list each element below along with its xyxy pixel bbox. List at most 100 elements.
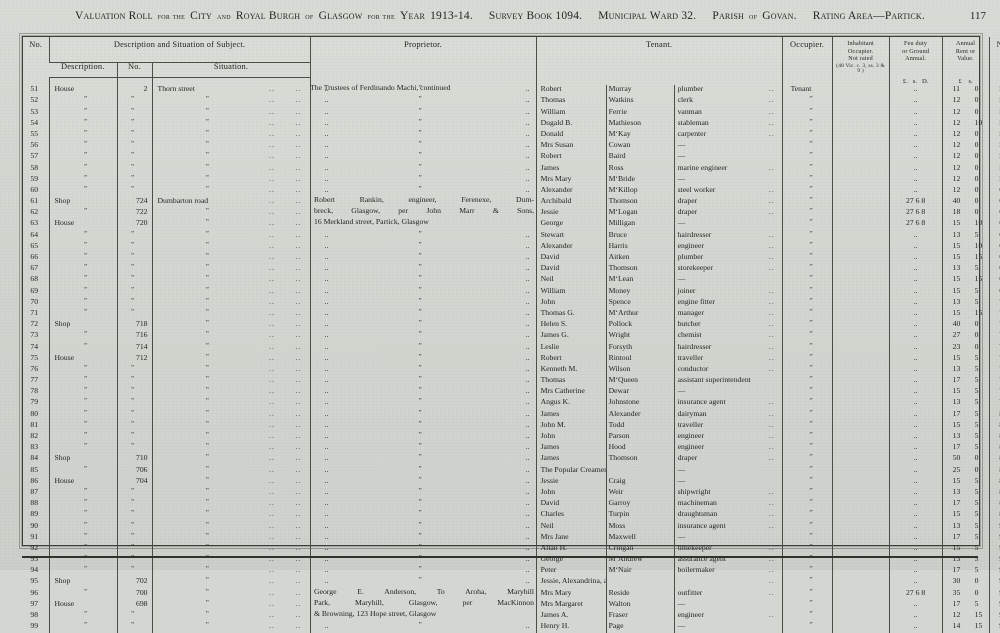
row-no-right: 64: [988, 230, 1000, 242]
row-inhabitant-occupier: [831, 454, 890, 466]
table-row[interactable]: 81”””......”.. John M. Todd traveller..”.. 1…: [23, 420, 1000, 433]
table-row[interactable]: 99”””......”..Henry H.Page—”..141599: [23, 622, 1000, 633]
table-row[interactable]: 60”””......”.. Alexander M‘Killop steel wor…: [23, 185, 1000, 198]
row-situation: ”: [151, 241, 257, 254]
row-sub-no: ”: [116, 611, 152, 623]
table-row[interactable]: 79”””......”.. Angus K. Johnstone insurance…: [23, 398, 1000, 410]
table-row[interactable]: 94”””......”.. Peter M‘Nair boilermaker..”.…: [23, 566, 1000, 578]
table-row[interactable]: 63 House 720”.... George Milligan —” 27 6 8 15 1…: [23, 219, 1000, 231]
rent-pounds: 23: [952, 342, 961, 351]
table-row[interactable]: 66”””......”.. David Aitken plumber..”.. 15 1…: [23, 253, 1000, 265]
table-row[interactable]: 51 House 2 Thorn street...... ”.. Robert Murra…: [23, 85, 1000, 97]
table-row[interactable]: 87”””......”.. John Weir shipwright..”.. 13 5…: [23, 487, 1000, 500]
table-row[interactable]: 78”””......”..Mrs CatherineDewar—”..1557…: [23, 387, 1000, 399]
rent-pounds: 17: [952, 599, 961, 608]
row-occupier: ”: [781, 141, 833, 153]
table-row[interactable]: 98”””.... James A. Fraser engineer..”.. 12 15…: [23, 611, 1000, 623]
th-occupier: Occupier.: [781, 37, 833, 78]
proprietor-ditto: ”: [418, 253, 422, 261]
proprietor-ditto: ”: [418, 342, 422, 350]
table-row[interactable]: 65”””......”.. Alexander Harris engineer..”…: [23, 241, 1000, 254]
rent-pounds: 27: [952, 331, 961, 340]
rent-pounds: 11: [952, 85, 961, 94]
row-description: ”: [48, 264, 117, 276]
table-row[interactable]: 54”””......”.. Dugald B. Mathieson stablema…: [23, 118, 1000, 130]
table-row[interactable]: 84 Shop 710”......”.. James Thomson draper..”…: [23, 454, 1000, 466]
row-proprietor: .. ”..: [309, 320, 537, 332]
table-row[interactable]: 88”””......”.. David Garroy machineman..”..…: [23, 499, 1000, 511]
row-description: ”: [48, 555, 117, 567]
table-row[interactable]: 85”706”......”..The Popular Creameries, …: [23, 465, 1000, 477]
row-annual-rent: 15 15: [941, 308, 990, 321]
table-row[interactable]: 80”””......”.. James Alexander dairyman..”.…: [23, 409, 1000, 421]
table-row[interactable]: 72 Shop 718”......”.. Helen S. Pollock butche…: [23, 320, 1000, 332]
table-row[interactable]: 55”””......”.. Donald M‘Kay carpenter..”.. 1…: [23, 129, 1000, 142]
table-row[interactable]: 89”””......”.. Charles Turpin draughtsman..…: [23, 510, 1000, 522]
table-row[interactable]: 69”””......”.. William Money joiner..”.. 15 5…: [23, 286, 1000, 298]
table-row[interactable]: 96” 700”.... Mrs Mary Reside outfitter..” 27 …: [23, 588, 1000, 600]
proprietor-dots-right: ..: [525, 286, 530, 295]
row-feu-duty: ..: [888, 465, 943, 477]
row-inhabitant-occupier: [831, 96, 890, 108]
table-row[interactable]: 75 House 712”......”.. Robert Rintoul travell…: [23, 353, 1000, 365]
row-tenant-occupation: insurance agent: [673, 521, 763, 533]
row-description: ”: [48, 129, 117, 142]
row-inhabitant-occupier: [831, 208, 890, 220]
proprietor-dots-left: ..: [324, 409, 329, 418]
table-row[interactable]: 76”””......”.. Kenneth M. Wilson conductor.…: [23, 364, 1000, 377]
row-feu-duty: ..: [888, 353, 943, 365]
row-no-right: 62: [988, 208, 1000, 220]
table-row[interactable]: 83”””......”..JamesHoodengineer..”..1758…: [23, 443, 1000, 455]
rent-pounds: 15: [952, 387, 961, 396]
row-tenant-surname: M‘Logan: [605, 208, 675, 220]
table-row[interactable]: 97 House 698”.... Mrs Margaret Walton —”.. 17 5…: [23, 599, 1000, 612]
table-row[interactable]: 90”””......”.. Neil Moss insurance agent..”…: [23, 521, 1000, 533]
table-row[interactable]: 77”””......”.. Thomas M‘Queen assistant sup…: [23, 376, 1000, 388]
row-proprietor: .. ”..: [309, 353, 537, 365]
table-row[interactable]: 58”””......”.. James Ross marine engineer..…: [23, 163, 1000, 175]
running-head-forthe2: for the: [367, 12, 395, 21]
table-row[interactable]: 67”””......”.. David Thomson storekeeper..”…: [23, 264, 1000, 276]
table-row[interactable]: 74” 714”......”.. Leslie Forsyth hairdresser…: [23, 342, 1000, 354]
row-annual-rent: 15 10: [941, 219, 990, 231]
row-proprietor: .. ”..: [309, 241, 537, 254]
row-occupier: ”: [781, 230, 833, 242]
row-proprietor: .. ”..: [309, 521, 537, 533]
table-row[interactable]: 73” 716”......”.. James G. Wright chemist..”…: [23, 331, 1000, 343]
row-situation-filler-a: ..: [269, 342, 275, 351]
row-situation: ”: [151, 107, 257, 119]
table-row[interactable]: 52”””......”.. Thomas Watkins clerk..”.. 12 0…: [23, 96, 1000, 108]
table-row[interactable]: 64”””......”.. Stewart Bruce hairdresser..”…: [23, 230, 1000, 242]
table-row[interactable]: 70”””......”.. John Spence engine fitter..”…: [23, 297, 1000, 309]
rent-pounds: 15: [952, 420, 961, 429]
table-row[interactable]: 71”””......”.. Thomas G. M‘Arthur manager..…: [23, 308, 1000, 321]
row-tenant-surname: Mathieson: [605, 118, 675, 130]
row-sub-no: ”: [116, 398, 152, 410]
table-row[interactable]: 95 Shop 702”......”.. Jessie, Alexandrina, …: [23, 577, 1000, 589]
rent-pounds: 15: [952, 510, 961, 519]
row-tenant-surname: Parson: [605, 432, 675, 444]
row-occupier: ”: [781, 398, 833, 410]
row-feu-duty: ..: [888, 532, 943, 544]
rent-pounds: 13: [952, 230, 961, 239]
rent-pounds: 15: [952, 219, 961, 228]
table-row[interactable]: 53”””......”.. William Ferrie vanman..”.. 12…: [23, 107, 1000, 119]
row-occupier: ”: [781, 264, 833, 276]
row-inhabitant-occupier: [831, 129, 890, 142]
proprietor-ditto: ”: [418, 241, 422, 249]
th-annual-rent: Annual Rent or Value.: [941, 37, 990, 78]
table-row[interactable]: 92”””......”.. Allan H. Cringan timekeeper.…: [23, 543, 1000, 556]
row-tenant-forename: Robert: [535, 353, 607, 365]
table-row[interactable]: 93”””......”.. George M‘Andrew assurance ag…: [23, 555, 1000, 567]
row-tenant-forename: John: [535, 297, 607, 309]
table-row[interactable]: 61 Shop 724 Dumbarton road.... Archibald Thom…: [23, 197, 1000, 209]
table-row[interactable]: 82”””......”.. John Parson engineer..”.. 13 5…: [23, 432, 1000, 444]
row-sub-no: 724: [116, 197, 152, 209]
